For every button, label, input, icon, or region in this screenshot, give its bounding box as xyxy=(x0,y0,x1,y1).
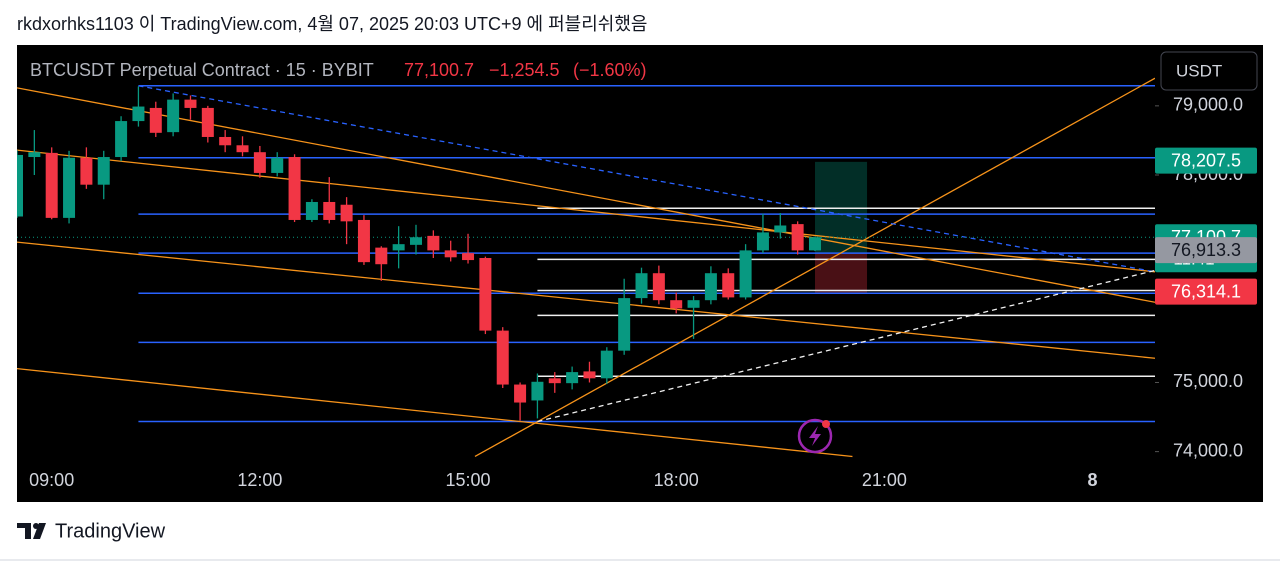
candle-body xyxy=(115,121,128,158)
candle-body xyxy=(566,372,579,384)
y-tick-label: 74,000.0 xyxy=(1173,440,1243,460)
price-label: 76,913.3 xyxy=(1171,240,1241,260)
price-change-pct: (−1.60%) xyxy=(573,60,647,80)
trend-line xyxy=(17,241,1155,359)
candle-body xyxy=(253,152,266,173)
candle-body xyxy=(97,157,110,185)
x-tick-label: 18:00 xyxy=(654,470,699,490)
candle-body xyxy=(80,157,93,185)
candle-body xyxy=(63,157,76,218)
trend-line xyxy=(17,367,853,458)
candle-body xyxy=(219,136,232,146)
x-tick-label: 09:00 xyxy=(29,470,74,490)
candle-body xyxy=(17,154,23,217)
candle-body xyxy=(184,99,197,108)
trend-line xyxy=(138,85,1155,273)
price-label-box xyxy=(1155,147,1257,174)
trend-line xyxy=(537,269,1155,423)
candle-body xyxy=(167,99,180,133)
price-label-box xyxy=(1155,278,1257,305)
candle-body xyxy=(618,298,631,351)
candle-body xyxy=(635,273,648,299)
candle-body xyxy=(375,247,388,265)
candle-body xyxy=(462,253,475,261)
candle-body xyxy=(687,300,700,308)
price-change: −1,254.5 xyxy=(489,60,560,80)
candle-body xyxy=(548,378,561,384)
plot-area xyxy=(17,77,1155,458)
candle-body xyxy=(704,273,717,301)
candle-body xyxy=(28,152,41,158)
last-price: 77,100.7 xyxy=(404,60,474,80)
x-tick-label: 12:00 xyxy=(237,470,282,490)
price-label: 76,314.1 xyxy=(1171,281,1241,301)
candle-body xyxy=(427,235,440,251)
brand-logo xyxy=(17,523,46,539)
candle-body xyxy=(600,350,613,379)
trend-line xyxy=(474,77,1155,458)
candle-body xyxy=(340,204,353,222)
candle-body xyxy=(357,219,370,263)
candle-body xyxy=(149,107,162,133)
candle-body xyxy=(236,145,249,153)
candle-body xyxy=(774,225,787,233)
candle-body xyxy=(583,371,596,379)
y-tick-label: 79,000.0 xyxy=(1173,95,1243,115)
candle-body xyxy=(409,237,422,245)
candle-body xyxy=(201,107,214,137)
chart-title: BTCUSDT Perpetual Contract · 15 · BYBIT xyxy=(30,60,374,80)
candle-body xyxy=(791,224,804,251)
x-tick-label: 8 xyxy=(1088,470,1098,490)
candle-body xyxy=(670,300,683,309)
candle-body xyxy=(132,106,145,122)
candle-body xyxy=(808,237,821,251)
candle-body xyxy=(652,273,665,301)
candle-body xyxy=(288,157,301,220)
alert-icon xyxy=(797,418,833,454)
candle-body xyxy=(392,244,405,251)
y-tick-label: 75,000.0 xyxy=(1173,371,1243,391)
candle-body xyxy=(444,250,457,258)
attribution: rkdxorhks1103 이 TradingView.com, 4월 07, … xyxy=(17,14,647,34)
candle-body xyxy=(271,157,284,173)
currency-label[interactable]: USDT xyxy=(1176,61,1222,80)
candle-body xyxy=(305,201,318,220)
candle-body xyxy=(323,201,336,220)
candle-body xyxy=(722,273,735,298)
candle-body xyxy=(479,257,492,331)
candle-body xyxy=(531,381,544,401)
candle-body xyxy=(739,250,752,298)
x-tick-label: 15:00 xyxy=(446,470,491,490)
candle-body xyxy=(514,384,527,403)
price-label-box xyxy=(1155,237,1257,264)
axes: 09:00 12:00 15:00 18:00 21:00 8 74,000.0 75,000… xyxy=(29,95,1257,490)
x-tick-label: 21:00 xyxy=(862,470,907,490)
currency-button[interactable] xyxy=(1160,51,1258,91)
candle-body xyxy=(45,152,58,218)
trend-line xyxy=(17,149,1155,273)
brand-name: TradingView xyxy=(55,520,166,542)
price-label: 78,207.5 xyxy=(1171,150,1241,170)
candle-body xyxy=(756,232,769,251)
candle-body xyxy=(496,330,509,385)
